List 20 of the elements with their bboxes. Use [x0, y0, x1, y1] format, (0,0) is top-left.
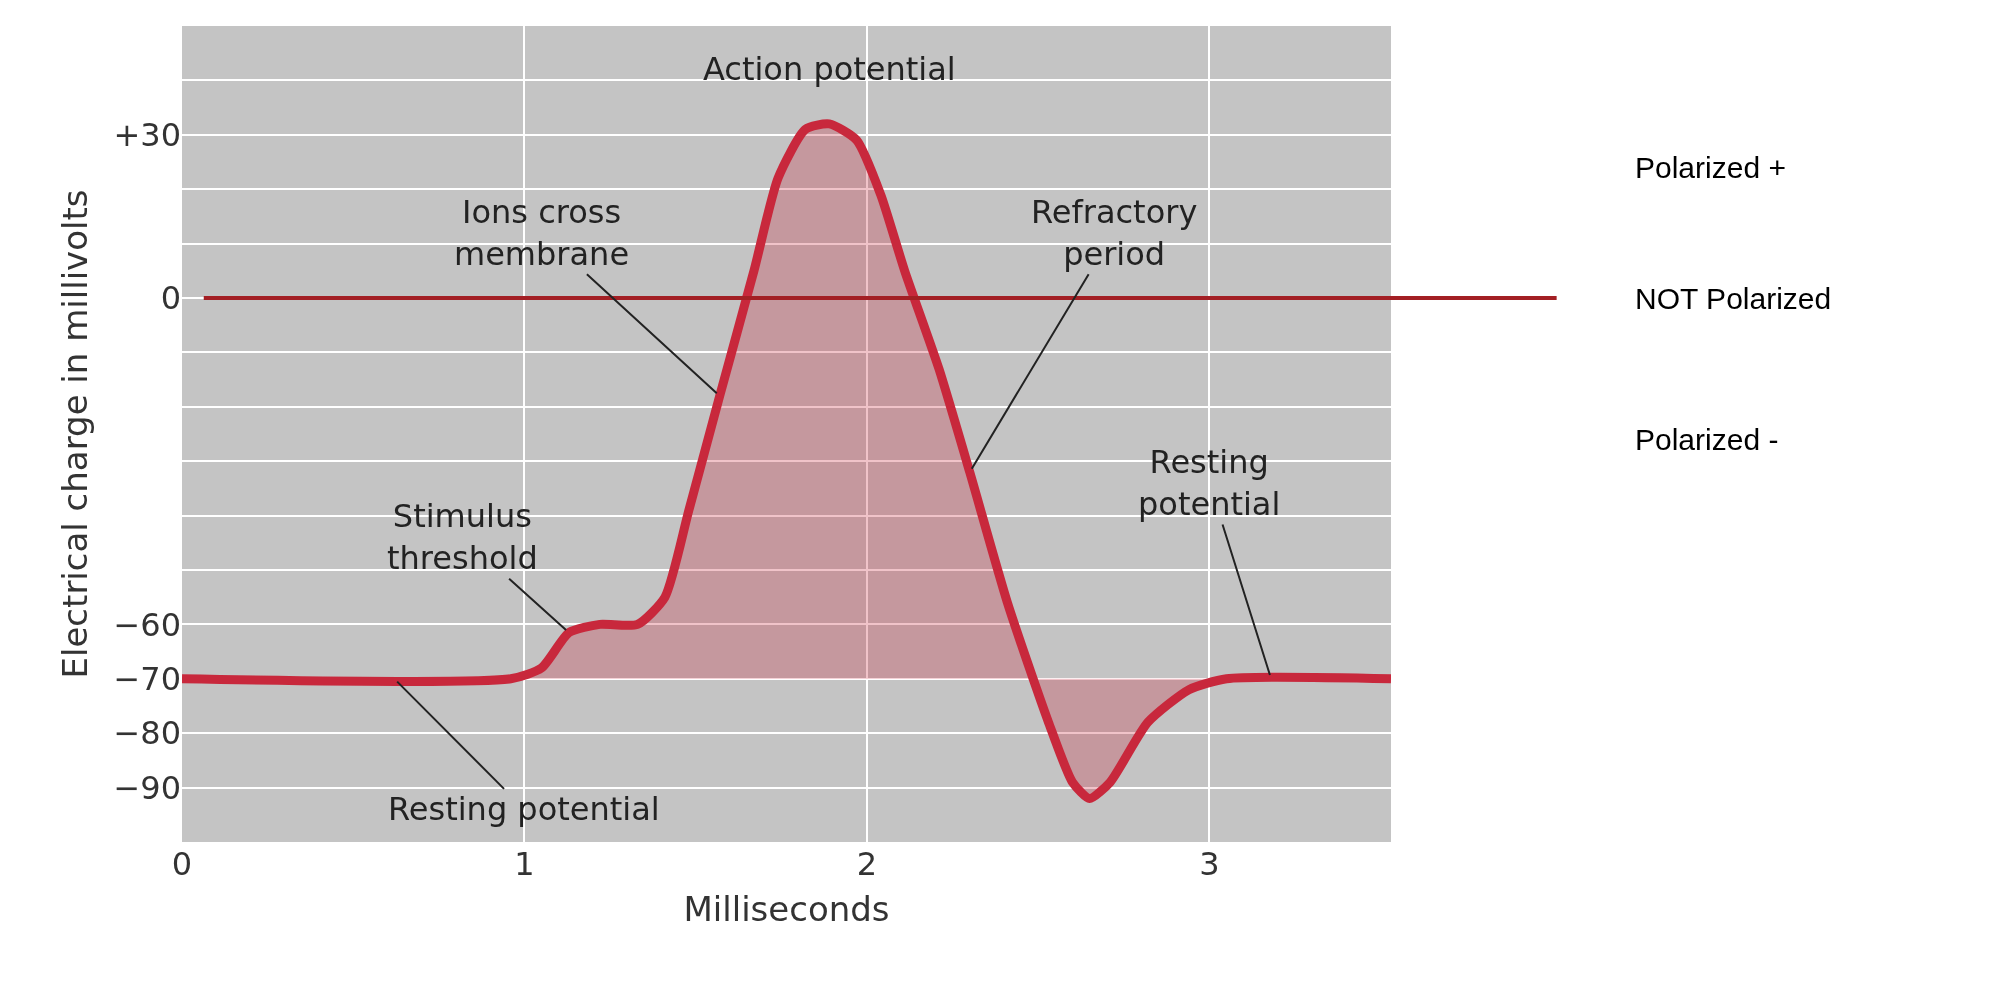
annotation: Stimulus threshold [387, 497, 538, 577]
x-tick-label: 3 [1199, 845, 1220, 883]
text: Polarized - [1635, 423, 1779, 456]
y-tick-label: −60 [113, 605, 181, 644]
x-tick-label: 1 [514, 845, 535, 883]
x-tick-label: 2 [856, 845, 878, 883]
y-tick-label: +30 [113, 116, 181, 154]
y-tick-label: −90 [113, 768, 181, 807]
annotation: Ions cross membrane [454, 193, 630, 273]
x-axis-title: Milliseconds [683, 889, 890, 930]
annotation: Refractory period [1031, 193, 1198, 273]
annotation: Resting potential [388, 790, 660, 828]
y-tick-label: −70 [113, 660, 181, 698]
y-tick-label: 0 [160, 279, 181, 318]
annotation: Resting potential [1138, 443, 1281, 523]
y-tick-label: −80 [113, 714, 181, 753]
text: Polarized + [1635, 151, 1786, 184]
annotation: Action potential [703, 50, 956, 88]
ref-line-label: NOT Polarized [1635, 282, 1832, 315]
y-axis-title: Electrical charge in millivolts [55, 189, 96, 679]
